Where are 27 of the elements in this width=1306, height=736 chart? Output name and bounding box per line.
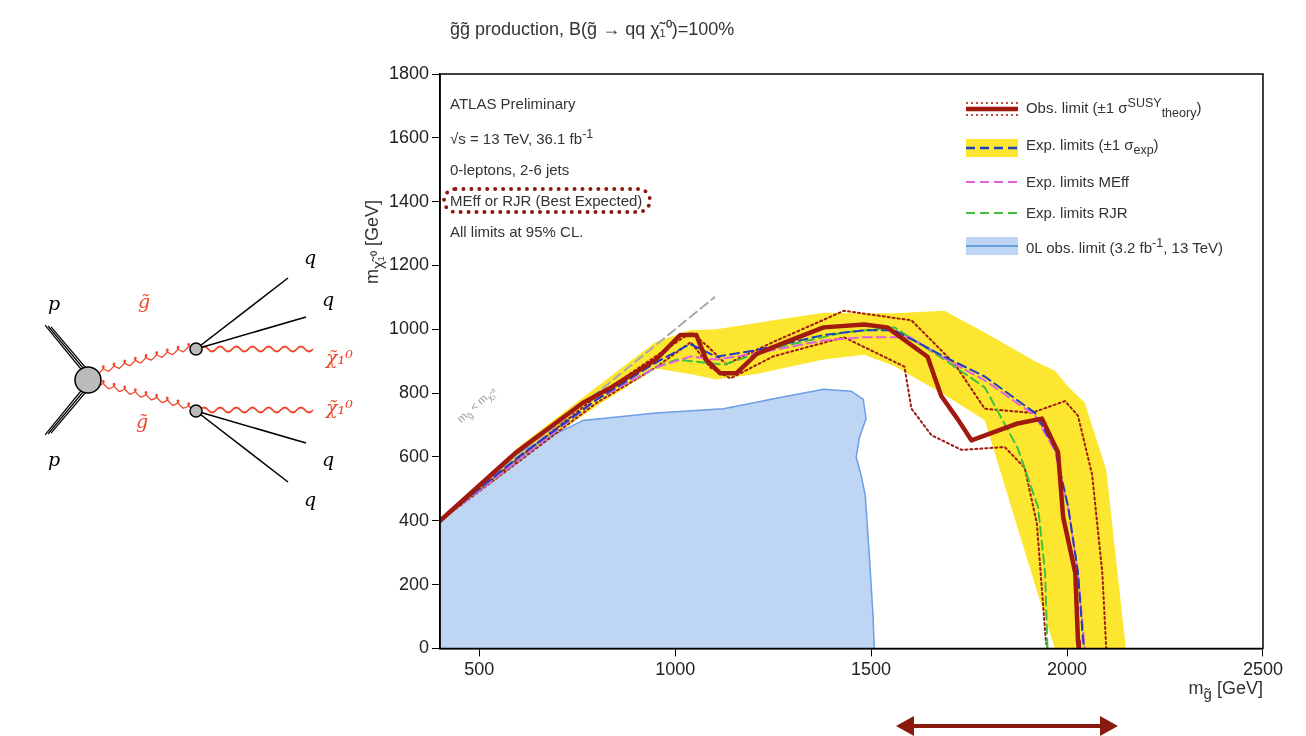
y-tick-label: 600 bbox=[399, 445, 430, 466]
y-tick-label: 1000 bbox=[389, 318, 430, 339]
legend-label: Exp. limits (±1 σ$_{exp}$) bbox=[1025, 135, 1159, 159]
y-tick-label: 800 bbox=[399, 382, 430, 403]
annotation: √s = 13 TeV, 36.1 fb$^{-1}$ bbox=[450, 127, 594, 147]
y-tick-label: 1800 bbox=[389, 62, 430, 83]
x-tick-label: 2000 bbox=[1047, 659, 1088, 680]
legend-label: Exp. limits MEff bbox=[1025, 172, 1129, 192]
x-tick-label: 1000 bbox=[655, 659, 696, 680]
annotation: MEff or RJR (Best Expected) bbox=[450, 192, 643, 209]
legend-label: Obs. limit (±1 σ$^{SUSY}$$_{theory}$) bbox=[1025, 95, 1202, 122]
legend-label: 0L obs. limit (3.2 fb$^{-1}$, 13 TeV) bbox=[1025, 235, 1223, 258]
x-tick-label: 500 bbox=[464, 659, 495, 680]
x-axis-title: m$_{g̃}$ [GeV] bbox=[1188, 678, 1263, 702]
annotation: 0-leptons, 2-6 jets bbox=[450, 161, 570, 178]
y-tick-label: 1200 bbox=[389, 254, 430, 275]
annotation: All limits at 95% CL. bbox=[450, 223, 584, 240]
y-tick-label: 1600 bbox=[389, 126, 430, 147]
y-tick-label: 200 bbox=[399, 573, 430, 594]
chart-title: g̃g̃ production, B(g̃ → qq χ̃₁⁰)=100% bbox=[450, 18, 735, 40]
x-tick-label: 2500 bbox=[1242, 659, 1283, 680]
annotation: ATLAS Preliminary bbox=[450, 95, 576, 112]
y-tick-label: 1400 bbox=[389, 190, 430, 211]
legend-label: Exp. limits RJR bbox=[1025, 203, 1128, 223]
y-tick-label: 400 bbox=[399, 509, 430, 530]
x-tick-label: 1500 bbox=[851, 659, 892, 680]
y-tick-label: 0 bbox=[419, 637, 430, 658]
